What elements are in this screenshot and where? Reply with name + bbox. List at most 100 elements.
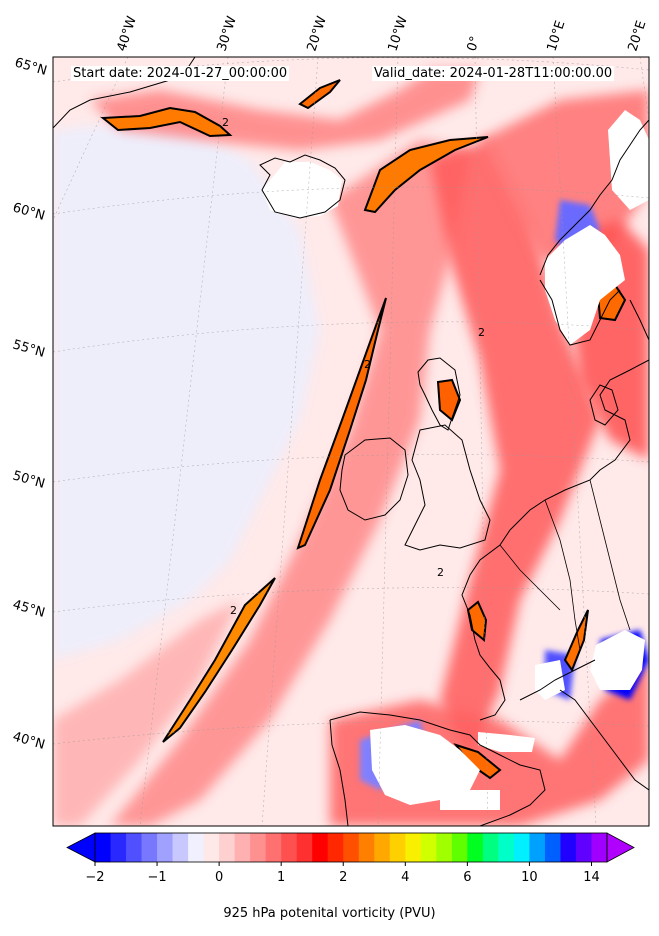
graticule	[53, 57, 649, 826]
latitude-label: 60°N	[11, 200, 47, 223]
coastline-denmark	[589, 384, 619, 426]
colorbar-bin	[389, 833, 406, 862]
colorbar-bin	[575, 833, 592, 862]
longitude-line-0	[474, 57, 489, 826]
latitude-label: 40°N	[11, 729, 47, 752]
coastlines	[53, 57, 649, 826]
colorbar-bin	[126, 833, 143, 862]
pv-filament-greenland	[100, 106, 233, 138]
pv-band-central	[110, 140, 470, 826]
colorbar-bin	[250, 833, 267, 862]
longitude-line-10e	[552, 57, 597, 826]
coastline-iceland	[259, 154, 346, 219]
colorbar-bin	[281, 833, 298, 862]
pv-filament-alps	[563, 609, 589, 673]
colorbar-bin	[188, 833, 205, 862]
colorbar-bin	[265, 833, 282, 862]
longitude-label: 20°W	[305, 14, 330, 53]
colorbar-title: 925 hPa potenital vorticity (PVU)	[223, 906, 436, 921]
colorbar-bin	[513, 833, 530, 862]
colorbar-under-extension	[66, 832, 96, 863]
latitude-label: 50°N	[11, 468, 47, 491]
colorbar-bin	[544, 833, 561, 862]
country-border	[544, 499, 581, 651]
latitude-label: 45°N	[11, 597, 47, 620]
colorbar-bin	[498, 833, 515, 862]
coastline-norway	[539, 119, 649, 276]
pv-band-north	[90, 70, 480, 150]
longitude-label: 40°W	[115, 14, 140, 53]
colorbar-bin	[296, 833, 313, 862]
colorbar-bin	[219, 833, 236, 862]
colorbar-bin	[482, 833, 499, 862]
colorbar-bin	[374, 833, 391, 862]
pv-filament-atlantic-south	[162, 577, 276, 743]
masked-terrain	[478, 732, 535, 752]
colorbar-bin	[467, 833, 484, 862]
colorbar-bin	[312, 833, 329, 862]
coastline-iberia	[329, 711, 546, 826]
start-date-label: Start date: 2024-01-27_00:00:00	[71, 66, 290, 81]
colorbar-tick-label: 10	[521, 870, 538, 885]
colorbar-tick-label: 4	[401, 870, 409, 885]
longitude-label: 20°E	[626, 19, 650, 53]
coastline-baltic	[629, 299, 649, 341]
longitude-line-20w	[261, 57, 319, 826]
colorbar-bin	[157, 833, 174, 862]
coastline-scotland	[417, 357, 461, 431]
colorbar-bin	[591, 833, 608, 862]
contour-label: 2	[364, 358, 371, 371]
contour-label: 2	[437, 566, 444, 579]
colorbar-bin	[327, 833, 344, 862]
colorbar-tick-label: −1	[147, 870, 166, 885]
colorbar-bin	[343, 833, 360, 862]
pv-filament-north	[298, 79, 341, 110]
colorbar-bin	[358, 833, 375, 862]
masked-terrain	[608, 110, 649, 210]
coastline-iberia-west	[329, 719, 349, 826]
coastline-mediterranean	[519, 659, 596, 701]
pv-band-southwest	[53, 600, 240, 826]
coastline-italy	[559, 689, 649, 791]
masked-terrain	[590, 630, 645, 690]
coastline-great-britain	[404, 424, 491, 551]
colorbar-bin	[560, 833, 577, 862]
masked-terrain	[440, 790, 500, 810]
longitude-line-20e	[639, 57, 649, 121]
colorbar-bin	[436, 833, 453, 862]
pv-band-east	[430, 140, 600, 760]
colorbar-tick-label: 6	[463, 870, 471, 885]
contour-label: 2	[222, 116, 229, 129]
country-border	[589, 479, 631, 631]
longitude-label: 10°E	[545, 19, 569, 53]
masked-terrain	[535, 660, 565, 700]
latitude-labels: 65°N 60°N 55°N 50°N 45°N 40°N	[11, 55, 49, 752]
colorbar-bin	[141, 833, 158, 862]
longitude-line-10w	[377, 57, 399, 826]
colorbar-tick-label: −2	[85, 870, 104, 885]
colorbar-bin	[405, 833, 422, 862]
longitude-label: 0°	[465, 35, 484, 54]
colorbar-bin	[110, 833, 127, 862]
contour-label: 2	[478, 326, 485, 339]
colorbar-tick-label: 1	[277, 870, 285, 885]
contour-labels: 2 2 2 2 2	[222, 116, 485, 617]
colorbar-bin	[95, 833, 112, 862]
colorbar-frame	[94, 832, 608, 863]
colorbar-tick-label: 14	[583, 870, 600, 885]
coastline-ireland	[339, 437, 409, 521]
coastline-norway-south	[539, 279, 621, 346]
colorbar-bin	[203, 833, 220, 862]
longitude-labels: 40°W 30°W 20°W 10°W 0° 10°E 20°E	[115, 14, 650, 53]
country-border	[499, 544, 561, 611]
map-frame	[52, 56, 650, 827]
map-panel: 2 2 2 2 2	[53, 57, 649, 826]
colorbar-bin	[420, 833, 437, 862]
pv-band-northeast	[480, 90, 649, 260]
colorbar-bin	[529, 833, 546, 862]
colorbar-over-extension	[606, 832, 635, 863]
pv-filament-iceland	[363, 136, 489, 214]
colorbar-bin	[172, 833, 189, 862]
contour-label: 2	[230, 604, 237, 617]
